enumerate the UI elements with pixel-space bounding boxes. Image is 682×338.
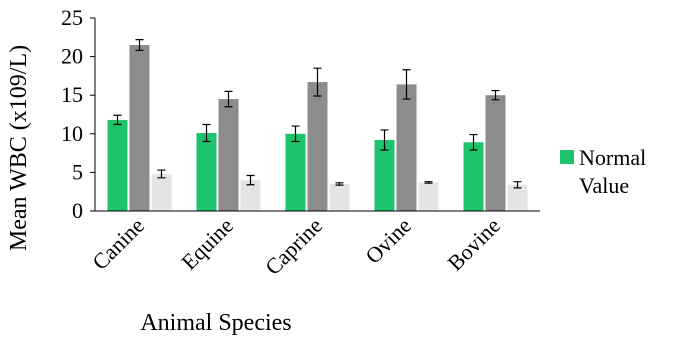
error-bar (380, 129, 389, 151)
error-bar (469, 133, 478, 151)
error-bar (224, 90, 233, 108)
error-bar (424, 181, 433, 184)
bar (374, 139, 395, 211)
error-bar (113, 114, 122, 126)
bar (285, 133, 306, 211)
bar (129, 45, 150, 211)
error-bar (313, 67, 322, 97)
y-axis-title: Mean WBC (x109/L) (6, 45, 32, 251)
legend: Normal Value (560, 145, 646, 198)
bar (107, 119, 128, 211)
bar (307, 82, 328, 212)
error-bar (335, 182, 344, 186)
x-category-label: Ovine (360, 213, 416, 269)
bar (151, 173, 172, 211)
bars-group (107, 45, 528, 212)
error-bar (246, 174, 255, 186)
bar (396, 84, 417, 211)
y-tick-label: 5 (72, 159, 83, 184)
bar (507, 184, 528, 211)
error-bars-group (113, 39, 522, 189)
bar (218, 99, 239, 211)
y-axis-ticks: 0 5 10 15 20 25 (61, 5, 95, 223)
x-category-label: Caprine (260, 213, 327, 280)
y-tick-label: 0 (72, 198, 83, 223)
x-category-label: Bovine (442, 213, 505, 276)
y-tick-label: 20 (61, 44, 83, 69)
x-axis-title: Animal Species (140, 310, 291, 336)
y-tick-label: 10 (61, 121, 83, 146)
bar (240, 180, 261, 211)
legend-swatch-normal-value (560, 150, 574, 164)
x-category-label: Canine (87, 213, 149, 275)
y-tick-label: 25 (61, 5, 83, 30)
category-labels: Canine Equine Caprine Ovine Bovine (87, 213, 505, 280)
error-bar (202, 123, 211, 143)
bar (418, 182, 439, 211)
bar (329, 183, 350, 211)
error-bar (513, 181, 522, 189)
legend-label-normal-value: Normal Value (579, 145, 646, 198)
bar (463, 142, 484, 211)
error-bar (491, 89, 500, 101)
error-bar (157, 169, 166, 179)
error-bar (135, 39, 144, 52)
y-tick-label: 15 (61, 82, 83, 107)
bar (485, 95, 506, 211)
error-bar (291, 125, 300, 143)
x-category-label: Equine (176, 213, 238, 275)
error-bar (402, 69, 411, 100)
bar (196, 133, 217, 211)
